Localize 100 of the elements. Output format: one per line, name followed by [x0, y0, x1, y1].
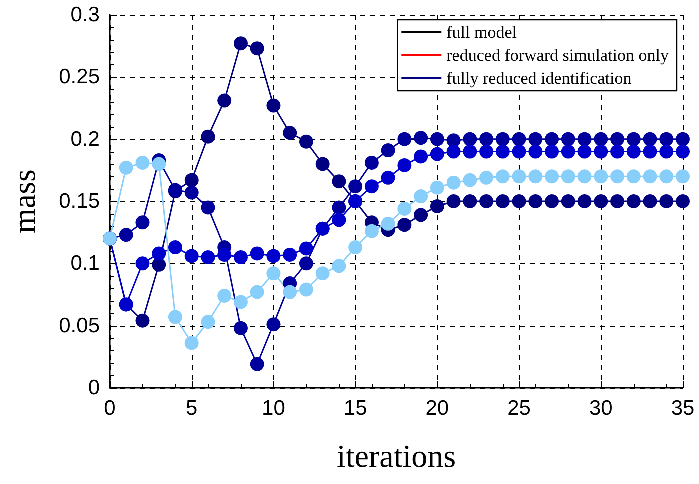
point [266, 249, 281, 264]
x-tick-label: 20 [426, 397, 450, 420]
point [299, 242, 314, 256]
point [430, 147, 444, 162]
x-tick-label: 5 [186, 397, 198, 420]
point [250, 246, 264, 261]
point [299, 134, 314, 149]
point [381, 144, 396, 158]
point [152, 157, 166, 172]
point [528, 194, 543, 208]
point [446, 144, 461, 159]
point [610, 144, 625, 159]
point [119, 228, 134, 242]
point [250, 357, 264, 372]
point [316, 157, 330, 172]
point [626, 194, 641, 208]
point [398, 218, 412, 232]
point [184, 186, 199, 200]
point [283, 248, 298, 262]
y-tick-label: 0.2 [70, 128, 100, 151]
point [480, 132, 494, 146]
point [480, 170, 494, 185]
point [381, 170, 396, 185]
point [610, 132, 625, 146]
point [398, 158, 412, 172]
point [561, 194, 576, 208]
point [168, 310, 182, 324]
point [496, 144, 510, 159]
x-tick-label: 35 [671, 397, 695, 420]
point [430, 199, 444, 214]
point [381, 216, 396, 231]
point [332, 213, 346, 228]
point [201, 200, 216, 215]
point [676, 132, 690, 146]
point [119, 160, 134, 175]
point [512, 132, 526, 146]
x-tick-label: 25 [508, 397, 531, 420]
point [643, 132, 658, 146]
point [446, 194, 461, 208]
legend-label: fully reduced identification [446, 69, 632, 88]
point [364, 180, 379, 194]
x-tick-label: 0 [104, 397, 116, 420]
point [643, 170, 658, 184]
point [430, 132, 444, 146]
point [136, 156, 150, 170]
point [168, 240, 182, 254]
y-tick-label: 0.3 [70, 4, 100, 26]
point [414, 208, 428, 222]
point [299, 282, 314, 297]
point [283, 285, 298, 300]
point [676, 144, 690, 159]
point [626, 132, 641, 146]
point [561, 144, 576, 159]
point [348, 240, 363, 254]
point [234, 250, 248, 264]
point [463, 132, 478, 146]
point [332, 259, 346, 274]
point [561, 132, 576, 146]
y-tick-label: 0 [88, 376, 100, 400]
point [266, 98, 281, 113]
point [528, 144, 543, 159]
point [578, 170, 592, 184]
point [578, 194, 592, 208]
point [414, 190, 428, 204]
point [660, 144, 674, 159]
point [643, 194, 658, 208]
point [250, 42, 264, 56]
x-axis-title: iterations [336, 438, 456, 474]
point [184, 336, 199, 350]
point [364, 224, 379, 238]
point [201, 315, 216, 330]
y-tick-label: 0.1 [70, 252, 100, 276]
point [364, 156, 379, 170]
point [660, 170, 674, 184]
point [218, 288, 232, 303]
point [463, 173, 478, 188]
point [299, 256, 314, 271]
point [398, 202, 412, 216]
point [283, 126, 298, 140]
point [676, 170, 690, 184]
point [463, 194, 478, 208]
point [496, 170, 510, 184]
point [512, 144, 526, 159]
y-tick-label: 0.15 [59, 190, 100, 213]
legend-label: full model [446, 23, 518, 42]
point [463, 144, 478, 159]
point [250, 285, 264, 300]
point [545, 132, 560, 146]
point [660, 132, 674, 146]
point [660, 194, 674, 208]
point [528, 132, 543, 146]
point [643, 144, 658, 159]
point [218, 94, 232, 108]
point [578, 144, 592, 159]
point [496, 132, 510, 146]
point [676, 194, 690, 208]
point [578, 132, 592, 146]
point [610, 194, 625, 208]
point [594, 144, 608, 159]
point [266, 266, 281, 281]
